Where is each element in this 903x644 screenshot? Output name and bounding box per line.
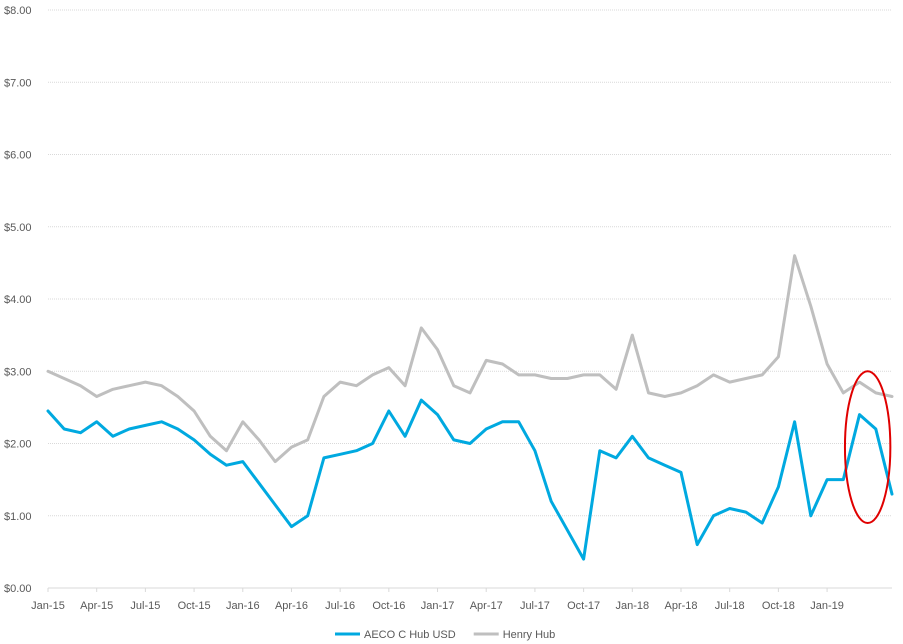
x-tick-label: Apr-18 bbox=[664, 600, 697, 612]
x-tick-label: Jul-17 bbox=[520, 600, 550, 612]
x-axis-tick-labels: Jan-15 Apr-15 Jul-15 Oct-15 Jan-16 Apr-16 Jul-… bbox=[31, 588, 844, 612]
x-tick-label: Jul-15 bbox=[130, 600, 160, 612]
x-tick-label: Jan-15 bbox=[31, 600, 65, 612]
x-tick-label: Jul-18 bbox=[715, 600, 745, 612]
x-tick-label: Jan-17 bbox=[421, 600, 455, 612]
x-tick-label: Jan-18 bbox=[615, 600, 649, 612]
y-tick-label: $0.00 bbox=[4, 583, 32, 595]
y-tick-label: $5.00 bbox=[4, 222, 32, 234]
x-tick-label: Apr-17 bbox=[470, 600, 503, 612]
y-tick-label: $2.00 bbox=[4, 439, 32, 451]
x-tick-label: Apr-15 bbox=[80, 600, 113, 612]
x-tick-label: Oct-17 bbox=[567, 600, 600, 612]
y-tick-label: $3.00 bbox=[4, 366, 32, 378]
x-tick-label: Oct-16 bbox=[372, 600, 405, 612]
x-tick-label: Jul-16 bbox=[325, 600, 355, 612]
y-tick-label: $1.00 bbox=[4, 511, 32, 523]
legend: AECO C Hub USD Henry Hub bbox=[335, 629, 555, 641]
legend-label: Henry Hub bbox=[503, 629, 556, 641]
x-tick-label: Jan-16 bbox=[226, 600, 260, 612]
y-axis-tick-labels: $0.00 $1.00 $2.00 $3.00 $4.00 $5.00 $6.00 $7.00… bbox=[4, 5, 32, 595]
y-tick-label: $6.00 bbox=[4, 150, 32, 162]
x-tick-label: Oct-15 bbox=[178, 600, 211, 612]
legend-label: AECO C Hub USD bbox=[364, 629, 456, 641]
y-tick-label: $7.00 bbox=[4, 77, 32, 89]
series-line bbox=[46, 398, 894, 561]
x-tick-label: Oct-18 bbox=[762, 600, 795, 612]
y-tick-label: $8.00 bbox=[4, 5, 32, 17]
series-line bbox=[46, 254, 894, 464]
series-layer bbox=[46, 254, 894, 561]
x-tick-label: Apr-16 bbox=[275, 600, 308, 612]
gridlines bbox=[48, 9, 892, 517]
y-tick-label: $4.00 bbox=[4, 294, 32, 306]
x-tick-label: Jan-19 bbox=[810, 600, 844, 612]
annotation-ellipse bbox=[843, 370, 892, 525]
